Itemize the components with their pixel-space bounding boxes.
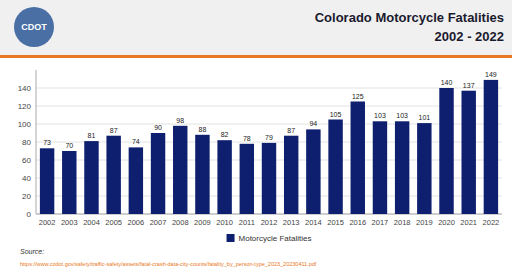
x-tick-label: 2006 [128,218,145,227]
bar [395,121,409,214]
y-axis-line [36,70,37,214]
subtitle: 2002 - 2022 [435,29,504,44]
y-tick-label: 120 [18,102,32,111]
x-tick-label: 2020 [438,218,455,227]
x-tick-label: 2003 [61,218,78,227]
bar [129,147,143,214]
y-tick-label: 20 [22,192,31,201]
y-axis: 0 20 40 60 80 100 120 140 [18,84,502,219]
data-label: 140 [441,79,453,86]
data-label: 90 [154,124,162,131]
y-tick-label: 40 [22,174,31,183]
background [0,0,512,275]
data-label: 78 [243,135,251,142]
x-tick-label: 2015 [327,218,344,227]
bar [262,143,276,214]
x-tick-label: 2011 [239,218,255,227]
bar [62,151,76,214]
y-tick-label: 60 [22,156,31,165]
bar [173,126,187,214]
data-label: 87 [110,127,118,134]
x-tick-label: 2010 [216,218,233,227]
data-label: 70 [65,142,73,149]
x-tick-label: 2016 [349,218,366,227]
data-label: 94 [309,120,317,127]
bar [306,129,320,214]
data-label: 105 [330,111,342,118]
bars [40,80,498,214]
source-label: Source: [20,248,44,255]
bar [106,136,120,214]
bar [240,144,254,214]
data-label: 103 [396,112,408,119]
grid-line [36,124,502,125]
x-tick-label: 2009 [194,218,211,227]
legend-label: Motorcycle Fatalities [239,234,312,243]
x-tick-label: 2021 [460,218,477,227]
data-label: 81 [88,132,96,139]
bar [351,102,365,215]
y-tick-label: 140 [18,84,32,93]
x-tick-label: 2013 [283,218,300,227]
x-tick-label: 2012 [261,218,278,227]
x-tick-label: 2018 [394,218,411,227]
legend: Motorcycle Fatalities [227,234,312,243]
header-divider [0,55,512,58]
x-tick-label: 2017 [372,218,389,227]
x-axis: 2002 2003 2004 2005 2006 2007 2008 2009 2010 2011… [39,218,499,227]
data-label: 82 [221,131,229,138]
grid-line [36,88,502,89]
logo [14,7,54,47]
x-tick-label: 2014 [305,218,322,227]
x-tick-label: 2004 [83,218,100,227]
data-label: 125 [352,93,364,100]
x-tick-label: 2019 [416,218,433,227]
bar [284,136,298,214]
data-label: 98 [176,117,184,124]
data-label: 73 [43,139,51,146]
data-label: 74 [132,138,140,145]
x-tick-label: 2005 [105,218,122,227]
bar [439,88,453,214]
data-labels: 73 70 81 87 74 90 98 88 82 78 79 87 94 105 125 103 103 10… [43,71,497,149]
data-label: 101 [418,114,430,121]
y-tick-label: 100 [18,120,32,129]
bar [484,80,498,214]
grid-line [36,106,502,107]
header [0,0,512,58]
title: Colorado Motorcycle Fatalities [315,10,504,25]
bar [151,133,165,214]
chart: CDOT Colorado Motorcycle Fatalities 2002 -… [0,0,512,275]
grid-line [36,142,502,143]
data-label: 149 [485,71,497,78]
x-tick-label: 2002 [39,218,56,227]
bar [195,135,209,214]
bar [84,141,98,214]
legend-swatch [227,234,235,242]
data-label: 88 [199,126,207,133]
y-tick-label: 80 [22,138,31,147]
x-tick-label: 2022 [483,218,500,227]
data-label: 137 [463,82,475,89]
bar [40,148,54,214]
bar [417,123,431,214]
bar [373,121,387,214]
data-label: 79 [265,134,273,141]
logo-text: CDOT [21,22,47,32]
y-tick-label: 0 [27,210,32,219]
x-tick-label: 2007 [150,218,167,227]
data-label: 103 [374,112,386,119]
x-tick-label: 2008 [172,218,189,227]
bar [328,120,342,215]
source-url: https://www.codot.gov/safety/traffic-saf… [20,261,317,267]
bar [462,91,476,214]
data-label: 87 [287,127,295,134]
bar [217,140,231,214]
